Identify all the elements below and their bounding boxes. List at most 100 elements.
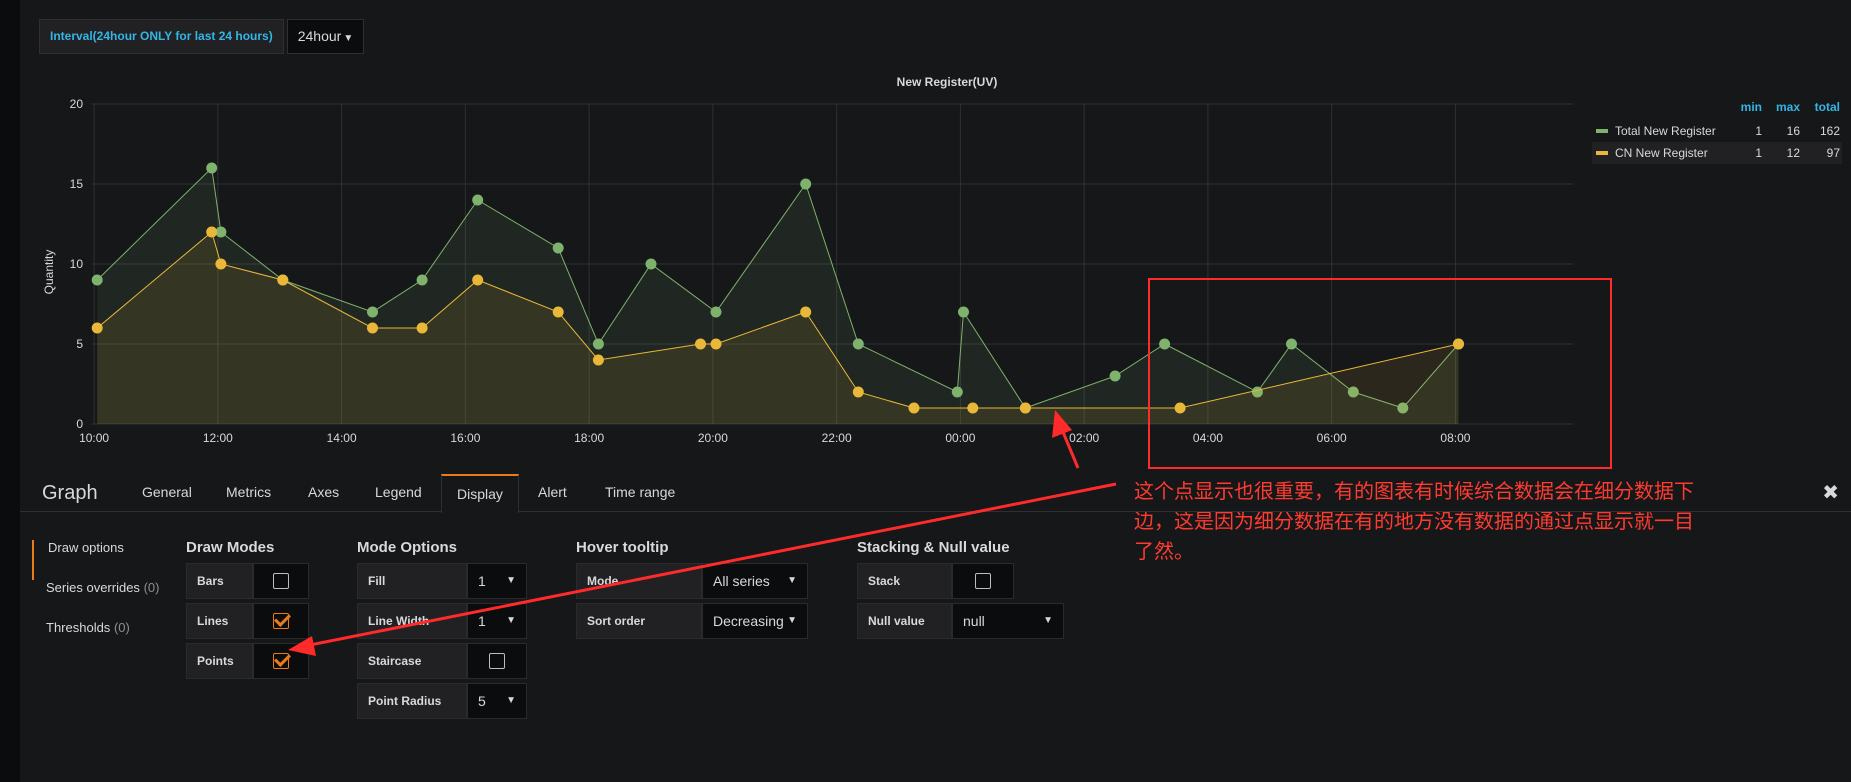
data-point [215,226,227,238]
x-tick-label: 18:00 [574,431,604,445]
bars-label: Bars [186,563,253,599]
line-width-row: Line Width 1 ▼ [357,603,527,639]
data-point [695,338,706,350]
fill-select[interactable]: 1 ▼ [467,563,527,599]
legend-item-cn[interactable]: CN New Register 1 12 97 [1592,142,1842,164]
tab-display[interactable]: Display [441,474,519,513]
point-radius-select[interactable]: 5 ▼ [467,683,527,719]
sidenav-label: Thresholds [46,620,111,635]
caret-down-icon: ▼ [506,575,516,586]
data-point [1397,402,1409,414]
x-tick-label: 20:00 [698,431,728,445]
tab-metrics[interactable]: Metrics [226,484,272,500]
staircase-row: Staircase [357,643,527,679]
hover-tooltip-group: Hover tooltip Mode All series ▼ Sort orde… [576,539,808,643]
lines-row: Lines [186,603,309,639]
tab-alert[interactable]: Alert [538,484,567,500]
y-tick-label: 0 [76,417,83,431]
variable-label[interactable]: Interval(24hour ONLY for last 24 hours) [39,19,284,54]
x-tick-label: 14:00 [327,431,357,445]
tooltip-mode-row: Mode All series ▼ [576,563,808,599]
series-line-1 [96,231,1459,409]
graph-chart[interactable]: New Register(UV) Quantity 0 5 10 15 20 10:00… [0,0,1851,470]
data-point [958,306,969,318]
data-point [552,306,564,318]
line-width-select[interactable]: 1 ▼ [467,603,527,639]
legend-max-value: 16 [1786,124,1800,138]
stack-checkbox[interactable] [975,573,991,589]
x-tick-label: 04:00 [1193,431,1223,445]
legend-max-header[interactable]: max [1775,100,1800,114]
fill-row: Fill 1 ▼ [357,563,527,599]
sidenav-draw-options[interactable]: Draw options [32,540,159,580]
lines-checkbox[interactable] [273,613,289,629]
tab-time-range[interactable]: Time range [605,484,676,500]
legend-max-value: 12 [1786,146,1800,160]
legend-total-header[interactable]: total [1814,100,1840,114]
point-radius-row: Point Radius 5 ▼ [357,683,527,719]
caret-down-icon: ▼ [343,33,354,44]
line-width-label: Line Width [357,603,467,639]
tooltip-mode-select[interactable]: All series ▼ [702,563,808,599]
data-point [1453,338,1464,350]
data-point [710,338,722,350]
data-point [592,354,604,366]
legend-min-value: 1 [1755,124,1762,138]
data-point [1109,370,1121,382]
display-sidenav: Draw options Series overrides (0) Thresh… [32,540,159,660]
chart-legend: min max total Total New Register 1 16 16… [1592,100,1842,164]
sort-order-select[interactable]: Decreasing ▼ [702,603,808,639]
legend-item-total[interactable]: Total New Register 1 16 162 [1592,120,1842,142]
null-value-select[interactable]: null ▼ [952,603,1064,639]
sidenav-thresholds[interactable]: Thresholds (0) [32,620,159,660]
lines-checkbox-box [253,603,309,639]
y-tick-label: 5 [76,337,83,351]
data-point [1159,338,1171,350]
fill-value: 1 [478,573,486,589]
legend-total-value: 162 [1819,124,1840,138]
y-tick-label: 15 [70,177,84,191]
sidenav-series-overrides[interactable]: Series overrides (0) [32,580,159,620]
staircase-checkbox[interactable] [489,653,505,669]
tab-axes[interactable]: Axes [308,484,340,500]
data-point [91,322,103,334]
variable-value: 24hour [297,28,342,44]
group-title: Mode Options [357,539,457,556]
mode-options-group: Mode Options Fill 1 ▼ Line Width 1 ▼ Stair… [357,539,527,723]
stack-row: Stack [857,563,1064,599]
data-point [592,338,604,350]
data-point [967,402,979,414]
tab-legend[interactable]: Legend [375,484,422,500]
tooltip-mode-label: Mode [576,563,702,599]
lines-label: Lines [186,603,253,639]
x-tick-label: 12:00 [203,431,233,445]
legend-min-value: 1 [1755,146,1762,160]
x-tick-label: 16:00 [450,431,480,445]
close-icon[interactable]: ✖ [1822,482,1839,504]
caret-down-icon: ▼ [787,615,797,626]
point-radius-label: Point Radius [357,683,467,719]
legend-series-name[interactable]: CN New Register [1615,146,1708,160]
data-point [277,274,289,286]
legend-min-header[interactable]: min [1740,100,1762,114]
null-value-value: null [963,613,985,629]
y-axis: 0 5 10 15 20 [70,97,84,431]
legend-series-name[interactable]: Total New Register [1615,124,1716,138]
legend-total-value: 97 [1826,146,1840,160]
bars-checkbox[interactable] [273,573,289,589]
tooltip-mode-value: All series [713,573,770,589]
chart-title: New Register(UV) [897,75,998,89]
data-point [367,306,378,318]
annotation-highlight-box [1148,278,1612,469]
data-point [1174,402,1186,414]
data-point [645,258,657,270]
points-checkbox[interactable] [273,653,289,669]
sidenav-label: Draw options [48,540,124,555]
data-point [215,258,227,270]
data-point [472,194,484,206]
tab-general[interactable]: General [142,484,192,500]
data-point [852,338,864,350]
group-title: Draw Modes [186,539,275,556]
variable-dropdown[interactable]: 24hour ▼ [286,19,365,54]
staircase-label: Staircase [357,643,467,679]
